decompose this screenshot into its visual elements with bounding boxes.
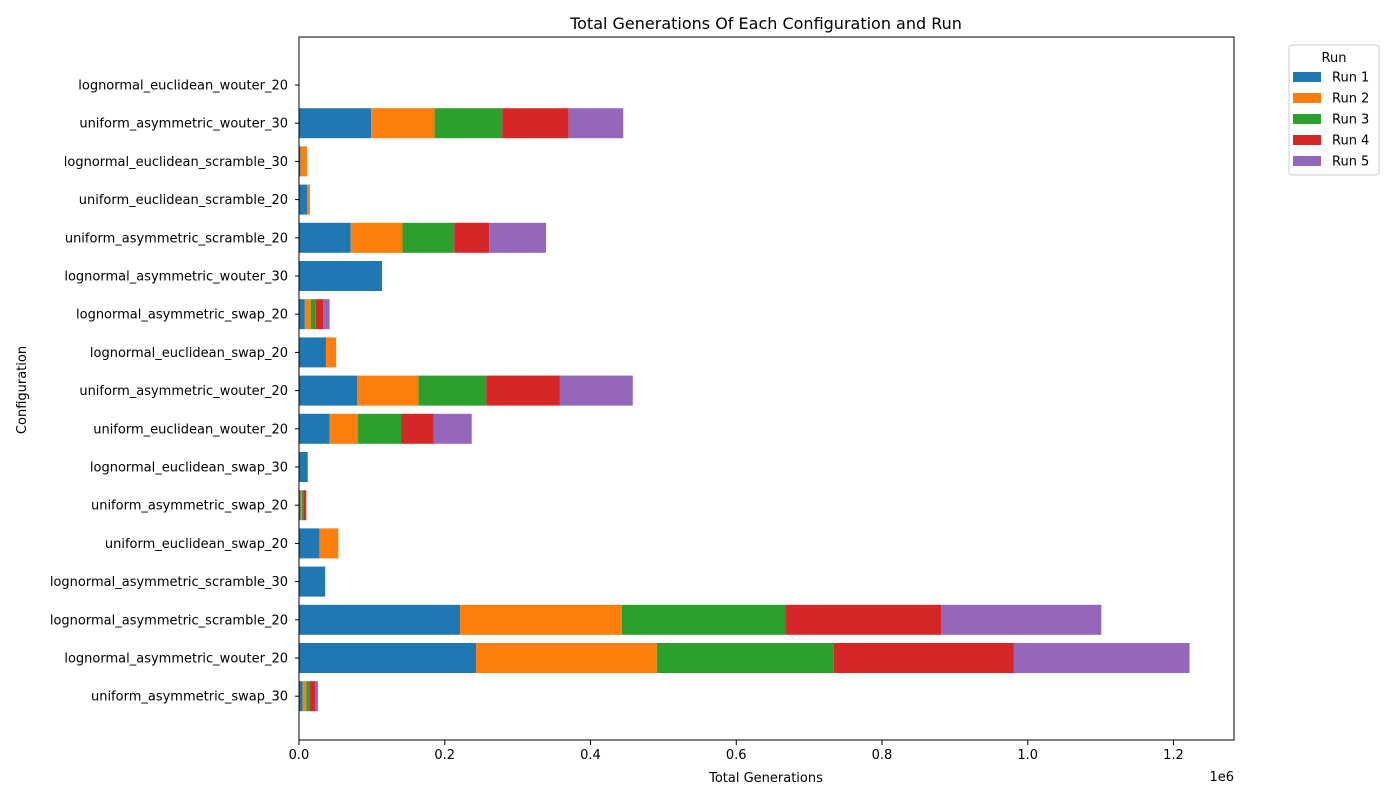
legend-title: Run xyxy=(1322,51,1347,66)
bar-segment xyxy=(401,413,434,444)
bar-segment xyxy=(371,108,435,139)
bar-segment xyxy=(299,337,326,368)
bar-segment xyxy=(299,146,301,177)
bar-segment xyxy=(300,490,302,521)
bar-segment xyxy=(454,222,490,253)
bar-segment xyxy=(433,413,472,444)
x-tick-label: 0.8 xyxy=(872,748,893,763)
bar-segment xyxy=(299,184,308,215)
x-tick-label: 1.2 xyxy=(1163,748,1184,763)
legend-swatch xyxy=(1293,93,1321,103)
y-tick-label: lognormal_euclidean_swap_20 xyxy=(90,346,288,361)
bar-segment xyxy=(303,490,307,521)
x-tick-label: 0.6 xyxy=(726,748,747,763)
x-tick-label: 1.0 xyxy=(1017,748,1038,763)
legend-swatch xyxy=(1293,114,1321,124)
y-tick-label: lognormal_asymmetric_scramble_30 xyxy=(50,575,288,590)
bar-segment xyxy=(656,643,834,673)
bar-segment xyxy=(833,643,1014,673)
bar-segment xyxy=(301,490,304,521)
bar-segment xyxy=(621,604,786,635)
y-tick-label: uniform_asymmetric_wouter_30 xyxy=(79,117,288,132)
bar-segment xyxy=(941,604,1102,635)
y-tick-label: lognormal_asymmetric_wouter_30 xyxy=(64,270,288,285)
legend-label: Run 2 xyxy=(1332,92,1369,107)
legend-swatch xyxy=(1293,156,1321,166)
bar-segment xyxy=(304,299,311,330)
legend-label: Run 3 xyxy=(1332,113,1369,128)
bar-segment xyxy=(299,299,305,330)
bar-segment xyxy=(323,299,330,330)
bar-segment xyxy=(299,528,320,559)
bar-segment xyxy=(299,681,303,712)
bar-segment xyxy=(319,528,339,559)
bar-segment xyxy=(358,413,402,444)
y-tick-label: uniform_asymmetric_wouter_20 xyxy=(79,384,288,399)
bar-segment xyxy=(309,681,316,712)
y-tick-label: lognormal_euclidean_scramble_30 xyxy=(64,155,288,170)
bar-segment xyxy=(299,490,301,521)
chart-title: Total Generations Of Each Configuration … xyxy=(569,14,962,33)
bar-segment xyxy=(299,108,372,139)
y-tick-label: lognormal_asymmetric_swap_20 xyxy=(76,308,288,323)
bar-segment xyxy=(476,643,657,673)
x-tick-label: 0.0 xyxy=(289,748,310,763)
bar-segment xyxy=(489,222,547,253)
legend: Run Run 1 Run 2 Run 3 Run 4 Run 5 xyxy=(1288,44,1380,176)
plot-area-frame xyxy=(298,36,1235,741)
x-tick-label: 0.2 xyxy=(434,748,455,763)
bar-segment xyxy=(329,413,359,444)
y-tick-label: uniform_euclidean_swap_20 xyxy=(105,537,288,552)
x-axis-offset-label: 1e6 xyxy=(1209,770,1234,785)
bar-segment xyxy=(568,108,624,139)
y-tick-label: uniform_asymmetric_swap_30 xyxy=(91,690,288,705)
bar-segment xyxy=(307,184,310,215)
y-tick-label: lognormal_asymmetric_scramble_20 xyxy=(50,613,288,628)
bar-segment xyxy=(418,375,487,406)
bar-segment xyxy=(299,375,358,406)
y-axis-label: Configuration xyxy=(15,346,30,434)
bar-segment xyxy=(299,566,326,597)
bar-segment xyxy=(1013,643,1190,673)
bar-segment xyxy=(299,604,461,635)
bar-segment xyxy=(486,375,560,406)
legend-swatch xyxy=(1293,72,1321,82)
bar-segment xyxy=(300,146,308,177)
legend-label: Run 5 xyxy=(1332,155,1369,170)
y-tick-label: uniform_euclidean_scramble_20 xyxy=(79,193,288,208)
bar-segment xyxy=(299,452,308,482)
bar-segment xyxy=(559,375,633,406)
bar-segment xyxy=(306,681,310,712)
x-axis-label: Total Generations xyxy=(708,771,823,786)
bar-segment xyxy=(302,681,307,712)
bar-segment xyxy=(315,299,324,330)
bar-segment xyxy=(299,222,351,253)
y-tick-label: uniform_asymmetric_scramble_20 xyxy=(65,231,288,246)
legend-label: Run 4 xyxy=(1332,134,1369,149)
bar-segment xyxy=(299,643,477,673)
x-tick-label: 0.4 xyxy=(580,748,601,763)
bar-segment xyxy=(357,375,419,406)
bar-segment xyxy=(325,337,337,368)
bar-segment xyxy=(299,413,330,444)
bar-segment xyxy=(299,261,383,291)
bar-segment xyxy=(402,222,455,253)
bar-segment xyxy=(434,108,503,139)
bar-segment xyxy=(310,299,316,330)
bar-segment xyxy=(350,222,403,253)
bar-segment xyxy=(502,108,569,139)
y-tick-label: lognormal_euclidean_swap_30 xyxy=(90,461,288,476)
y-tick-label: lognormal_euclidean_wouter_20 xyxy=(78,79,288,94)
legend-label: Run 1 xyxy=(1332,71,1369,86)
y-tick-label: uniform_euclidean_wouter_20 xyxy=(93,422,288,437)
y-tick-label: lognormal_asymmetric_wouter_20 xyxy=(64,652,288,667)
bar-segment xyxy=(315,681,318,712)
legend-swatch xyxy=(1293,135,1321,145)
bar-segment xyxy=(785,604,942,635)
bar-segment xyxy=(460,604,622,635)
y-tick-label: uniform_asymmetric_swap_20 xyxy=(91,499,288,514)
